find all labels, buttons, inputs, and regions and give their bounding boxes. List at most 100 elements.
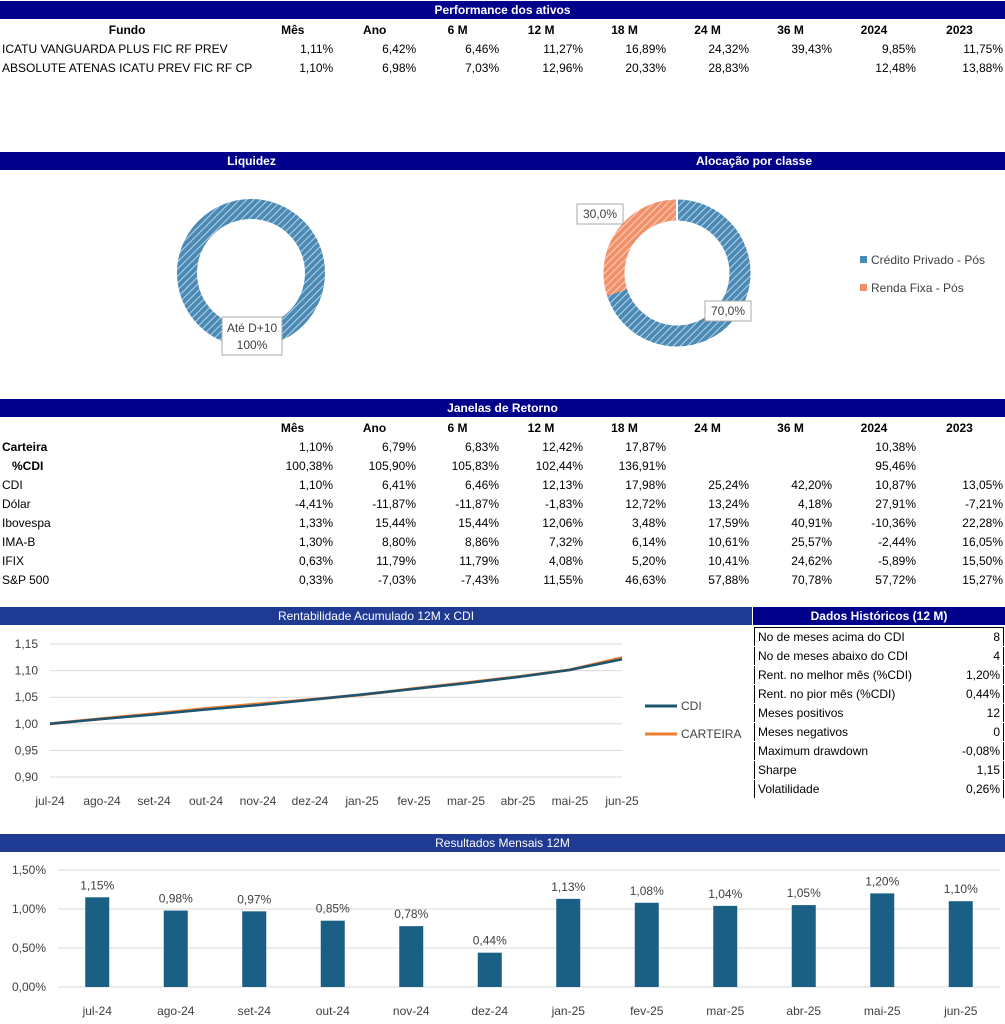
historico-row: Volatilidade 0,26%: [755, 780, 1004, 799]
cell-value: 16,05%: [962, 534, 1003, 549]
cell-value: 1,33%: [298, 515, 333, 530]
historico-value: 8: [993, 630, 1000, 644]
cell-value: -10,36%: [871, 515, 916, 530]
legend-swatch-credito: [860, 256, 867, 263]
cell-value: 42,20%: [791, 477, 832, 492]
bar: [85, 897, 110, 987]
x-tick-label: jan-25: [344, 794, 379, 808]
cell-value: 6,46%: [464, 477, 499, 492]
bar-data-label: 1,13%: [551, 880, 585, 894]
historico-value: 1,15: [976, 763, 1000, 777]
col-header-1: Mês: [280, 420, 305, 435]
col-header-8: 2024: [860, 22, 888, 37]
cell-value: 17,59%: [708, 515, 749, 530]
historico-row: Maximum drawdown -0,08%: [755, 742, 1004, 761]
bar: [320, 920, 345, 987]
table-row: ICATU VANGUARDA PLUS FIC RF PREV 1,11% 6,4…: [2, 39, 1003, 58]
row-label: Carteira: [2, 439, 48, 454]
cell-value: -7,21%: [964, 496, 1003, 511]
x-tick-label: ago-24: [83, 794, 121, 808]
cell-value: 8,80%: [381, 534, 416, 549]
historico-label: No de meses abaixo do CDI: [758, 649, 909, 663]
table-row: Carteira 1,10% 6,79% 6,83% 12,42% 17,87% 10,38…: [2, 437, 1003, 456]
historico-label: No de meses acima do CDI: [758, 630, 905, 644]
x-tick-label: mar-25: [447, 794, 485, 808]
historico-value: 0: [993, 725, 1000, 739]
historico-row: Sharpe 1,15: [755, 761, 1004, 780]
cell-value: 40,91%: [791, 515, 832, 530]
cell-value: -1,83%: [544, 496, 583, 511]
y-tick-label: 1,50%: [12, 863, 46, 877]
liquidez-header: Liquidez: [0, 152, 503, 170]
col-header-4: 12 M: [527, 22, 555, 37]
cell-value: -5,89%: [877, 553, 916, 568]
cell-value: 12,42%: [542, 439, 583, 454]
x-tick-label: mai-25: [552, 794, 589, 808]
historico-label: Sharpe: [758, 763, 797, 777]
y-tick-label: 1,00: [15, 717, 39, 731]
cell-value: 105,83%: [451, 458, 499, 473]
cell-value: 0,33%: [298, 572, 333, 587]
y-tick-label: 0,50%: [12, 941, 46, 955]
historico-value: 1,20%: [965, 668, 1000, 682]
liquidez-donut: Até D+10 100%: [177, 199, 325, 356]
cell-value: -11,87%: [455, 496, 499, 511]
x-tick-label: mai-25: [864, 1004, 901, 1018]
cell-value: 20,33%: [625, 60, 667, 75]
cell-value: 6,14%: [631, 534, 666, 549]
table-row: %CDI 100,38% 105,90% 105,83% 102,44% 136,91% 9…: [2, 456, 1003, 475]
col-header-5: 18 M: [611, 420, 638, 435]
table-row: Dólar -4,41% -11,87% -11,87% -1,83% 12,72% 13,…: [2, 494, 1003, 513]
x-tick-label: dez-24: [292, 794, 329, 808]
historico-row: Rent. no pior mês (%CDI) 0,44%: [755, 685, 1004, 704]
cell-value: 10,41%: [708, 553, 749, 568]
cell-value: 17,98%: [625, 477, 666, 492]
x-tick-label: abr-25: [786, 1004, 821, 1018]
table-row: Ibovespa 1,33% 15,44% 15,44% 12,06% 3,48% 17,5…: [2, 513, 1003, 532]
col-header-0: [2, 418, 252, 437]
historico-value: 0,44%: [965, 687, 1000, 701]
cell-value: 11,79%: [459, 553, 499, 568]
row-label: IFIX: [2, 553, 25, 568]
alocacao-slice-1: [603, 199, 678, 296]
historico-label: Meses negativos: [758, 725, 849, 739]
bar-data-label: 0,85%: [316, 902, 350, 916]
alocacao-header: Alocação por classe: [503, 152, 1005, 170]
cell-value: 28,83%: [708, 60, 750, 75]
x-tick-label: mar-25: [706, 1004, 744, 1018]
bar: [556, 898, 581, 987]
historico-label: Rent. no melhor mês (%CDI): [758, 668, 913, 682]
y-tick-label: 1,10: [15, 664, 39, 678]
row-label: CDI: [2, 477, 23, 492]
bar: [791, 905, 816, 987]
cell-value: 4,18%: [797, 496, 832, 511]
cell-value: -4,41%: [294, 496, 333, 511]
cell-value: 12,13%: [542, 477, 583, 492]
cell-value: [749, 58, 832, 77]
row-label: Dólar: [2, 496, 31, 511]
slice-label-box: [704, 300, 752, 322]
cell-value: 17,87%: [625, 439, 666, 454]
y-tick-label: 1,15: [15, 637, 39, 651]
cell-value: 105,90%: [368, 458, 416, 473]
series-line-carteira: [49, 656, 623, 726]
col-header-1: Mês: [281, 22, 305, 37]
bar: [477, 952, 502, 987]
cell-value: -7,03%: [377, 572, 416, 587]
cell-value: 10,87%: [875, 477, 916, 492]
cell-value: [916, 437, 1003, 456]
historico-value: 4: [993, 649, 1000, 663]
legend-credito: Crédito Privado - Pós: [871, 253, 985, 267]
cell-value: 15,27%: [962, 572, 1003, 587]
series-line-cdi: [49, 658, 623, 726]
bar-data-label: 0,97%: [237, 892, 271, 906]
cell-value: 11,79%: [376, 553, 416, 568]
col-header-2: Ano: [363, 22, 387, 37]
x-tick-label: jul-24: [82, 1004, 113, 1018]
y-tick-label: 1,05: [15, 690, 39, 704]
cell-value: 24,32%: [708, 41, 750, 56]
bar-data-label: 1,10%: [944, 882, 978, 896]
bar-data-label: 1,15%: [80, 878, 114, 892]
cell-value: -11,87%: [372, 496, 416, 511]
donut-charts: Até D+10 100% 70,0% 30,0% Crédito Privado…: [177, 199, 985, 356]
